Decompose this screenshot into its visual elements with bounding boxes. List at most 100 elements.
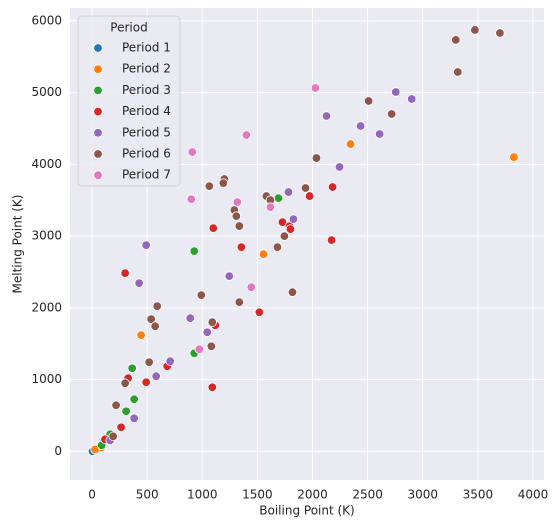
y-tick-label: 0 [54, 444, 62, 458]
point [304, 191, 315, 201]
point [186, 194, 196, 204]
point [202, 327, 212, 337]
point [218, 178, 229, 188]
point [509, 152, 519, 162]
legend-marker [93, 149, 103, 159]
point [283, 187, 294, 197]
point [234, 297, 245, 307]
point [111, 400, 121, 410]
legend-label: Period 2 [122, 62, 171, 76]
x-tick-label: 1000 [187, 488, 218, 502]
point [327, 182, 338, 192]
legend-marker [93, 43, 103, 53]
point [258, 249, 269, 259]
legend-marker [93, 128, 103, 138]
legend-label: Period 3 [122, 83, 171, 97]
legend-marker [93, 64, 103, 74]
legend-label: Period 6 [122, 147, 171, 161]
x-tick-label: 3500 [463, 488, 494, 502]
point [127, 363, 137, 373]
point [151, 371, 161, 381]
point [285, 224, 296, 234]
y-tick-label: 2000 [31, 300, 62, 314]
point [391, 87, 401, 97]
x-tick-label: 0 [88, 488, 96, 502]
point [374, 129, 385, 139]
point [90, 444, 100, 455]
point [407, 94, 417, 104]
point [386, 109, 397, 119]
point [206, 341, 217, 351]
legend-label: Period 5 [122, 125, 171, 139]
point [141, 240, 151, 250]
point [273, 193, 284, 203]
point [288, 214, 299, 224]
point [334, 162, 345, 172]
point [363, 96, 374, 106]
point [495, 28, 505, 38]
y-tick-label: 5000 [31, 85, 62, 99]
legend: Period Period 1 Period 2 Period 3 Period 4 P… [77, 15, 181, 187]
x-tick-label: 1500 [242, 488, 273, 502]
y-tick-label: 4000 [31, 157, 62, 171]
point [120, 378, 130, 388]
point [236, 242, 247, 252]
point [208, 223, 219, 233]
point [272, 242, 283, 252]
point [279, 231, 290, 241]
point [129, 413, 139, 424]
point [207, 317, 218, 327]
point [204, 181, 215, 191]
x-tick-label: 500 [136, 488, 159, 502]
point [207, 382, 218, 392]
point [355, 121, 366, 131]
x-tick-label: 2500 [352, 488, 383, 502]
point [144, 357, 154, 367]
legend-marker [93, 106, 103, 117]
point [300, 183, 311, 193]
x-tick-label: 3000 [407, 488, 438, 502]
point [277, 217, 288, 227]
point [108, 431, 118, 442]
point [254, 307, 265, 317]
point [194, 344, 205, 354]
points [87, 25, 519, 456]
point [232, 197, 243, 207]
point [141, 377, 151, 387]
x-tick-label: 2000 [297, 488, 328, 502]
x-axis-label: Boiling Point (K) [259, 504, 354, 518]
point [321, 111, 332, 121]
point [187, 147, 197, 157]
point [196, 290, 206, 300]
point [116, 422, 126, 432]
y-tick-label: 1000 [31, 372, 62, 386]
point [246, 282, 257, 292]
y-tick-label: 3000 [31, 229, 62, 243]
y-axis-label: Melting Point (K) [11, 195, 25, 294]
point [231, 211, 242, 221]
point [134, 278, 144, 288]
x-tick-label: 4000 [518, 488, 549, 502]
point [345, 139, 356, 149]
point [310, 83, 321, 93]
point [453, 67, 463, 77]
point [451, 35, 461, 45]
legend-label: Period 1 [122, 41, 171, 55]
legend-marker [93, 85, 103, 96]
point [311, 153, 322, 163]
point [326, 235, 337, 245]
point [234, 221, 245, 231]
legend-title: Period [110, 21, 147, 35]
point [470, 25, 480, 35]
point [165, 356, 175, 366]
point [185, 313, 195, 323]
point [129, 394, 139, 405]
legend-marker [93, 170, 103, 180]
point [150, 321, 160, 331]
grid [70, 8, 544, 480]
y-tick-label: 6000 [31, 13, 62, 27]
point [224, 271, 234, 281]
point [121, 406, 131, 416]
